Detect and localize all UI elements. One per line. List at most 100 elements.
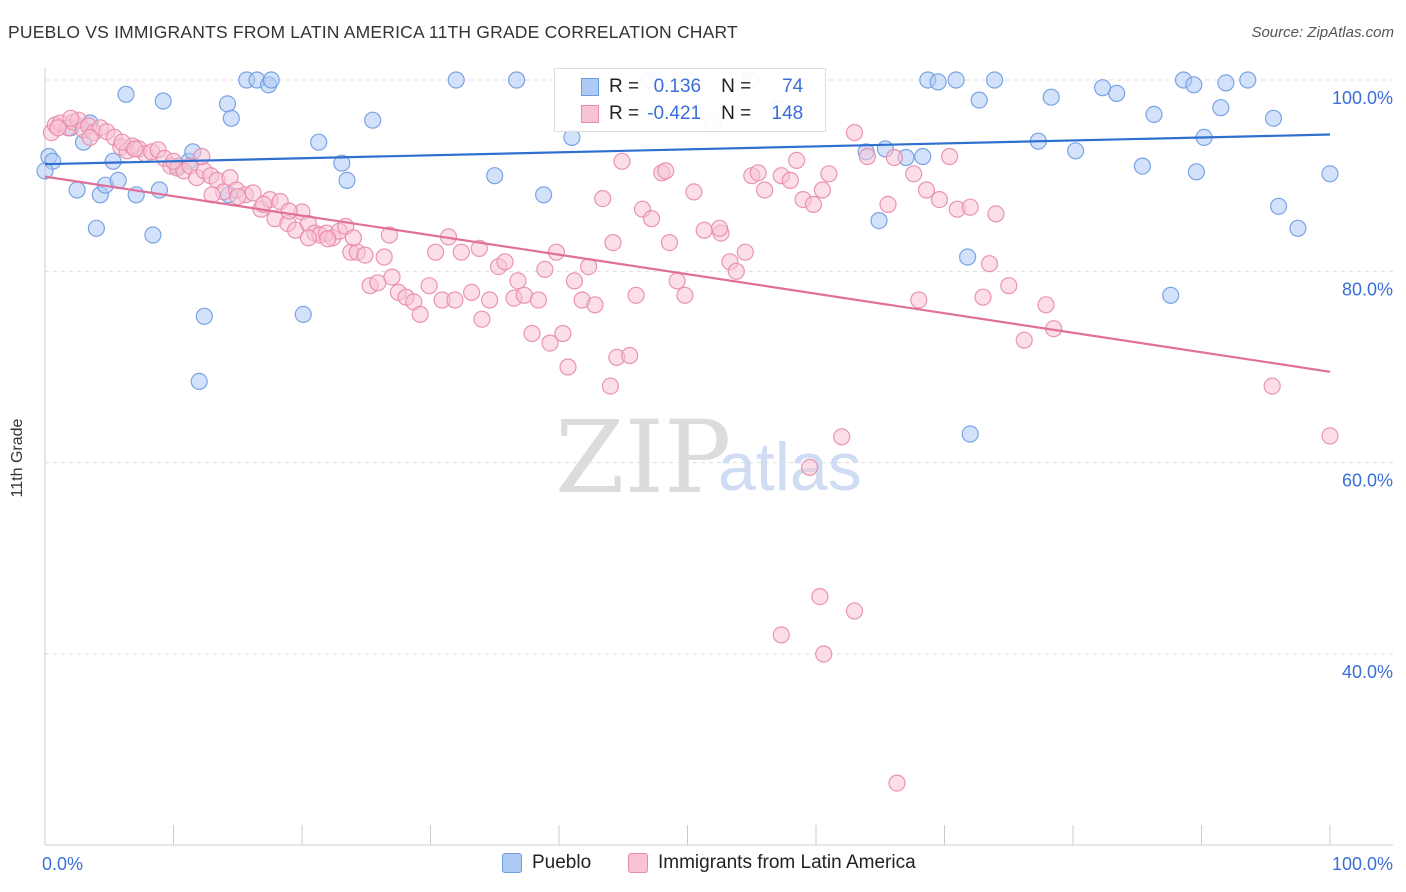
immigrants-point bbox=[344, 229, 362, 247]
immigrants-point bbox=[319, 230, 337, 248]
immigrants-point bbox=[980, 255, 999, 273]
tick-labels: 100.0% 80.0% 60.0% 40.0% 0.0% 100.0% bbox=[42, 88, 1393, 874]
pueblo-point bbox=[914, 147, 932, 166]
pueblo-point bbox=[262, 71, 280, 89]
legend-r-label: R = bbox=[609, 76, 640, 97]
watermark: ZIP atlas bbox=[555, 399, 862, 516]
series-label-immigrants: Immigrants from Latin America bbox=[658, 852, 916, 873]
axes bbox=[44, 68, 1393, 846]
immigrants-point bbox=[446, 291, 464, 309]
y-tick-label: 100.0% bbox=[1332, 88, 1393, 108]
series-swatch-immigrants bbox=[628, 853, 648, 873]
legend-n-value-pueblo: 74 bbox=[782, 76, 804, 97]
immigrants-point bbox=[961, 198, 979, 216]
immigrants-point bbox=[676, 286, 694, 304]
immigrants-point bbox=[685, 183, 703, 201]
series-legend-immigrants[interactable]: Immigrants from Latin America bbox=[628, 852, 916, 874]
pueblo-point bbox=[68, 181, 86, 199]
immigrants-point bbox=[356, 246, 374, 264]
immigrants-point bbox=[910, 291, 928, 309]
immigrants-point bbox=[452, 243, 470, 261]
immigrants-point bbox=[369, 274, 387, 292]
immigrants-point bbox=[463, 283, 481, 301]
immigrants-point bbox=[879, 195, 897, 213]
immigrants-point bbox=[62, 109, 80, 127]
pueblo-point bbox=[929, 73, 947, 91]
pueblo-point bbox=[1187, 163, 1206, 181]
trend-lines bbox=[44, 133, 1331, 373]
y-tick-label: 40.0% bbox=[1342, 662, 1393, 682]
legend-n-value-immigrants: 148 bbox=[771, 103, 804, 124]
pueblo-point bbox=[1162, 286, 1180, 304]
immigrants-point bbox=[586, 296, 604, 314]
pueblo-point bbox=[1042, 88, 1060, 106]
source-credit: Source: ZipAtlas.com bbox=[1251, 24, 1394, 41]
immigrants-point bbox=[815, 645, 833, 663]
immigrants-point bbox=[813, 181, 832, 199]
immigrants-point bbox=[930, 191, 949, 209]
pueblo-point bbox=[333, 154, 351, 172]
immigrants-point bbox=[375, 248, 393, 266]
immigrants-point bbox=[885, 148, 904, 167]
chart-title: PUEBLO VS IMMIGRANTS FROM LATIN AMERICA … bbox=[8, 22, 738, 42]
legend-n-label: N = bbox=[721, 76, 752, 97]
legend-swatch-pueblo bbox=[581, 78, 599, 96]
immigrants-point bbox=[772, 626, 790, 644]
pueblo-point bbox=[1217, 74, 1235, 92]
immigrants-point bbox=[380, 226, 398, 244]
immigrants-point bbox=[473, 310, 491, 328]
legend-n-label: N = bbox=[721, 103, 752, 124]
immigrants-point bbox=[755, 181, 774, 199]
immigrants-point bbox=[1037, 296, 1055, 314]
immigrants-point bbox=[736, 243, 754, 261]
pueblo-point bbox=[36, 162, 54, 180]
immigrants-point bbox=[536, 260, 554, 278]
immigrants-point bbox=[299, 229, 317, 247]
immigrants-point bbox=[858, 147, 877, 166]
legend-row-immigrants: R = -0.421 N = 148 bbox=[555, 100, 803, 128]
immigrants-point bbox=[845, 124, 864, 142]
immigrants-point bbox=[49, 119, 67, 137]
pueblo-point bbox=[947, 71, 965, 89]
immigrants-point bbox=[804, 195, 823, 213]
pueblo-point bbox=[195, 307, 213, 325]
pueblo-point bbox=[1289, 219, 1307, 237]
immigrants-point bbox=[710, 219, 729, 237]
immigrants-point bbox=[905, 165, 923, 183]
series-legend-pueblo[interactable]: Pueblo bbox=[502, 852, 591, 874]
immigrants-point bbox=[833, 428, 851, 446]
pueblo-point bbox=[338, 171, 356, 189]
pueblo-point bbox=[190, 372, 208, 390]
immigrants-point bbox=[800, 458, 819, 476]
immigrants-point bbox=[917, 181, 936, 199]
pueblo-point bbox=[294, 305, 312, 323]
pueblo-point bbox=[310, 133, 328, 151]
immigrants-point bbox=[888, 774, 906, 792]
immigrants-point bbox=[788, 151, 806, 169]
immigrants-point bbox=[383, 268, 401, 286]
pueblo-point bbox=[958, 248, 977, 266]
immigrants-point bbox=[727, 262, 745, 280]
immigrants-point bbox=[559, 358, 577, 376]
immigrants-point bbox=[987, 205, 1005, 223]
immigrants-point bbox=[1015, 331, 1033, 349]
pueblo-point bbox=[144, 226, 162, 244]
immigrants-point bbox=[470, 239, 488, 257]
pueblo-point bbox=[534, 186, 553, 204]
series-legend: Pueblo Immigrants from Latin America bbox=[0, 852, 1406, 878]
pueblo-point bbox=[117, 85, 135, 103]
immigrants-point bbox=[594, 190, 612, 208]
legend-r-label: R = bbox=[609, 103, 640, 124]
immigrants-point bbox=[811, 587, 829, 606]
pueblo-point bbox=[1264, 109, 1283, 127]
immigrants-point bbox=[565, 272, 584, 290]
immigrants-point bbox=[749, 164, 767, 182]
immigrants-point bbox=[481, 291, 499, 309]
pueblo-point bbox=[985, 71, 1004, 89]
legend-r-value-immigrants: -0.421 bbox=[647, 103, 702, 124]
immigrants-point bbox=[940, 147, 959, 166]
pueblo-point bbox=[1108, 84, 1126, 103]
immigrants-point bbox=[1321, 427, 1339, 445]
immigrants-point bbox=[845, 602, 864, 620]
